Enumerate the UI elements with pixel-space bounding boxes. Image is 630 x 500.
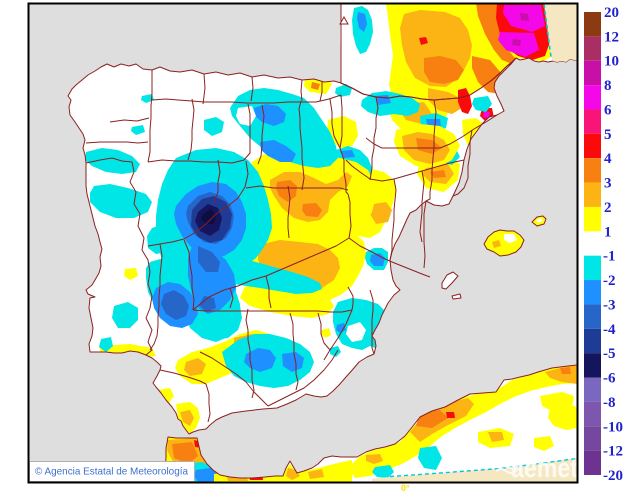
svg-text:-3: -3 — [603, 297, 616, 313]
svg-text:-4: -4 — [603, 322, 616, 338]
svg-text:12: 12 — [604, 29, 619, 45]
svg-text:-20: -20 — [603, 468, 623, 484]
svg-text:4: 4 — [604, 151, 612, 167]
svg-text:0°: 0° — [401, 483, 410, 493]
svg-text:-6: -6 — [603, 371, 616, 387]
svg-text:© Agencia Estatal de Meteorolo: © Agencia Estatal de Meteorología — [35, 466, 188, 478]
svg-text:6: 6 — [604, 103, 612, 119]
svg-text:2: 2 — [604, 200, 612, 216]
svg-text:-1: -1 — [603, 249, 616, 265]
svg-text:aemet: aemet — [511, 453, 578, 483]
svg-text:-10: -10 — [603, 419, 623, 435]
svg-text:20: 20 — [604, 5, 619, 21]
svg-text:3: 3 — [604, 176, 612, 192]
svg-text:10: 10 — [604, 54, 619, 70]
svg-text:-8: -8 — [603, 395, 616, 411]
svg-text:1: 1 — [604, 224, 612, 240]
svg-text:-5: -5 — [603, 346, 616, 362]
svg-text:8: 8 — [604, 78, 612, 94]
svg-text:-2: -2 — [603, 273, 616, 289]
svg-text:5: 5 — [604, 127, 612, 143]
svg-text:-12: -12 — [603, 444, 623, 460]
